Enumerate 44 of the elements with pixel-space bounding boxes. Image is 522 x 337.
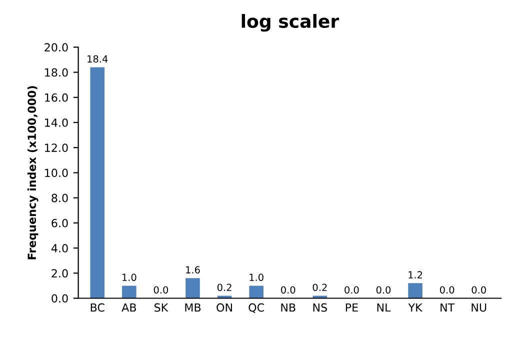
x-tick-label: BC	[90, 303, 104, 312]
data-label: 0.0	[281, 286, 296, 294]
y-tick-label: 14.0	[45, 118, 68, 127]
x-tick-label: YK	[408, 303, 423, 312]
data-label: 0.2	[312, 284, 327, 292]
data-label: 0.0	[344, 286, 359, 294]
y-tick-label: 18.0	[45, 68, 68, 77]
data-label: 1.2	[408, 271, 422, 278]
y-axis-title: Frequency index (x100,000)	[27, 86, 38, 260]
data-label: 0.0	[154, 286, 168, 294]
bar	[408, 283, 422, 298]
x-tick-label: QC	[248, 303, 264, 313]
x-tick-label: SK	[154, 303, 168, 312]
bar	[90, 67, 105, 298]
x-tick-label: NB	[281, 303, 296, 312]
data-label: 0.0	[376, 286, 391, 294]
bar	[186, 278, 200, 298]
x-tick-label: NT	[440, 303, 455, 312]
x-tick-label: PE	[346, 303, 358, 312]
data-label: 1.6	[186, 266, 200, 274]
data-label: 0.2	[217, 284, 232, 292]
x-tick-label: AB	[122, 303, 136, 312]
data-label: 0.0	[472, 286, 486, 294]
y-tick-label: 2.0	[52, 269, 68, 278]
y-tick-label: 10.0	[45, 168, 68, 178]
data-label: 18.4	[88, 55, 108, 63]
x-tick-label: NL	[377, 303, 391, 312]
y-tick-label: 20.0	[44, 43, 68, 52]
x-tick-label: NU	[472, 303, 486, 312]
chart-title: log scaler	[242, 14, 340, 32]
y-tick-label: 0.0	[52, 294, 68, 303]
x-tick-label: NS	[313, 303, 327, 312]
y-tick-label: 16.0	[45, 93, 68, 102]
y-tick-label: 12.0	[45, 144, 68, 152]
bar	[122, 286, 136, 298]
x-tick-label: ON	[216, 303, 232, 312]
data-label: 0.0	[440, 286, 454, 294]
bar	[249, 286, 264, 298]
x-tick-label: MB	[185, 303, 201, 312]
data-label: 1.0	[250, 274, 264, 282]
y-tick-label: 8.0	[52, 194, 68, 202]
y-tick-label: 6.0	[52, 218, 68, 228]
y-tick-label: 4.0	[51, 244, 68, 252]
data-label: 1.0	[122, 274, 136, 282]
